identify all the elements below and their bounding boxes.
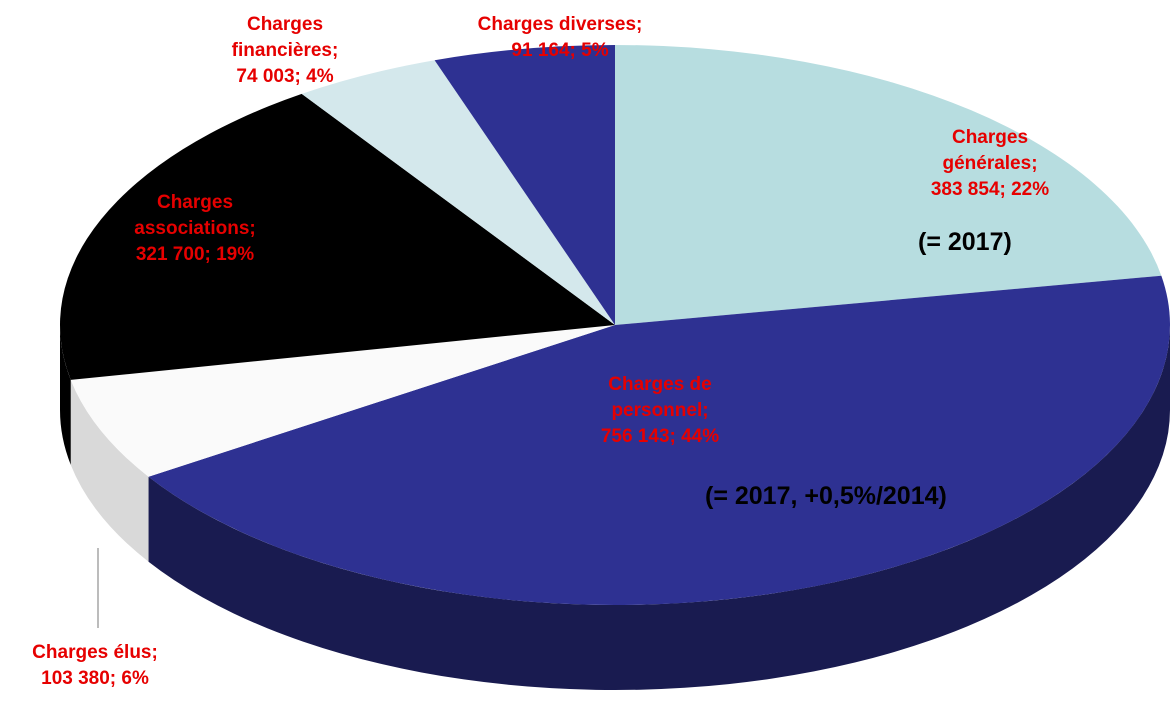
- slice-label: Charges financières;: [231, 14, 339, 61]
- slice: [434, 45, 615, 325]
- annotation: (= 2017): [918, 228, 1012, 256]
- value-label: 756 143; 44%: [600, 426, 720, 447]
- value-label: 91 164; 5%: [511, 40, 609, 61]
- value-label: 383 854; 22%: [930, 179, 1050, 200]
- value-label: 74 003; 4%: [236, 66, 334, 87]
- value-label: 103 380; 6%: [41, 668, 149, 689]
- slice: [148, 275, 1170, 605]
- slice: [615, 45, 1162, 325]
- tops: [59, 45, 1170, 605]
- slice-label: Charges générales;: [942, 127, 1038, 174]
- slice: [70, 325, 616, 477]
- slice: [59, 93, 615, 380]
- slice: [301, 60, 615, 326]
- value-label: 321 700; 19%: [135, 244, 255, 265]
- slice-side: [60, 325, 71, 465]
- slice-side: [148, 325, 1170, 690]
- slice-label: Charges associations;: [134, 192, 256, 239]
- slice-label: Charges de personnel;: [608, 374, 712, 421]
- annotation: (= 2017, +0,5%/2014): [705, 482, 947, 510]
- walls: [60, 325, 1170, 690]
- slice-label: Charges élus;: [32, 642, 158, 663]
- slice-side: [70, 379, 149, 562]
- slice-label: Charges diverses;: [477, 14, 643, 35]
